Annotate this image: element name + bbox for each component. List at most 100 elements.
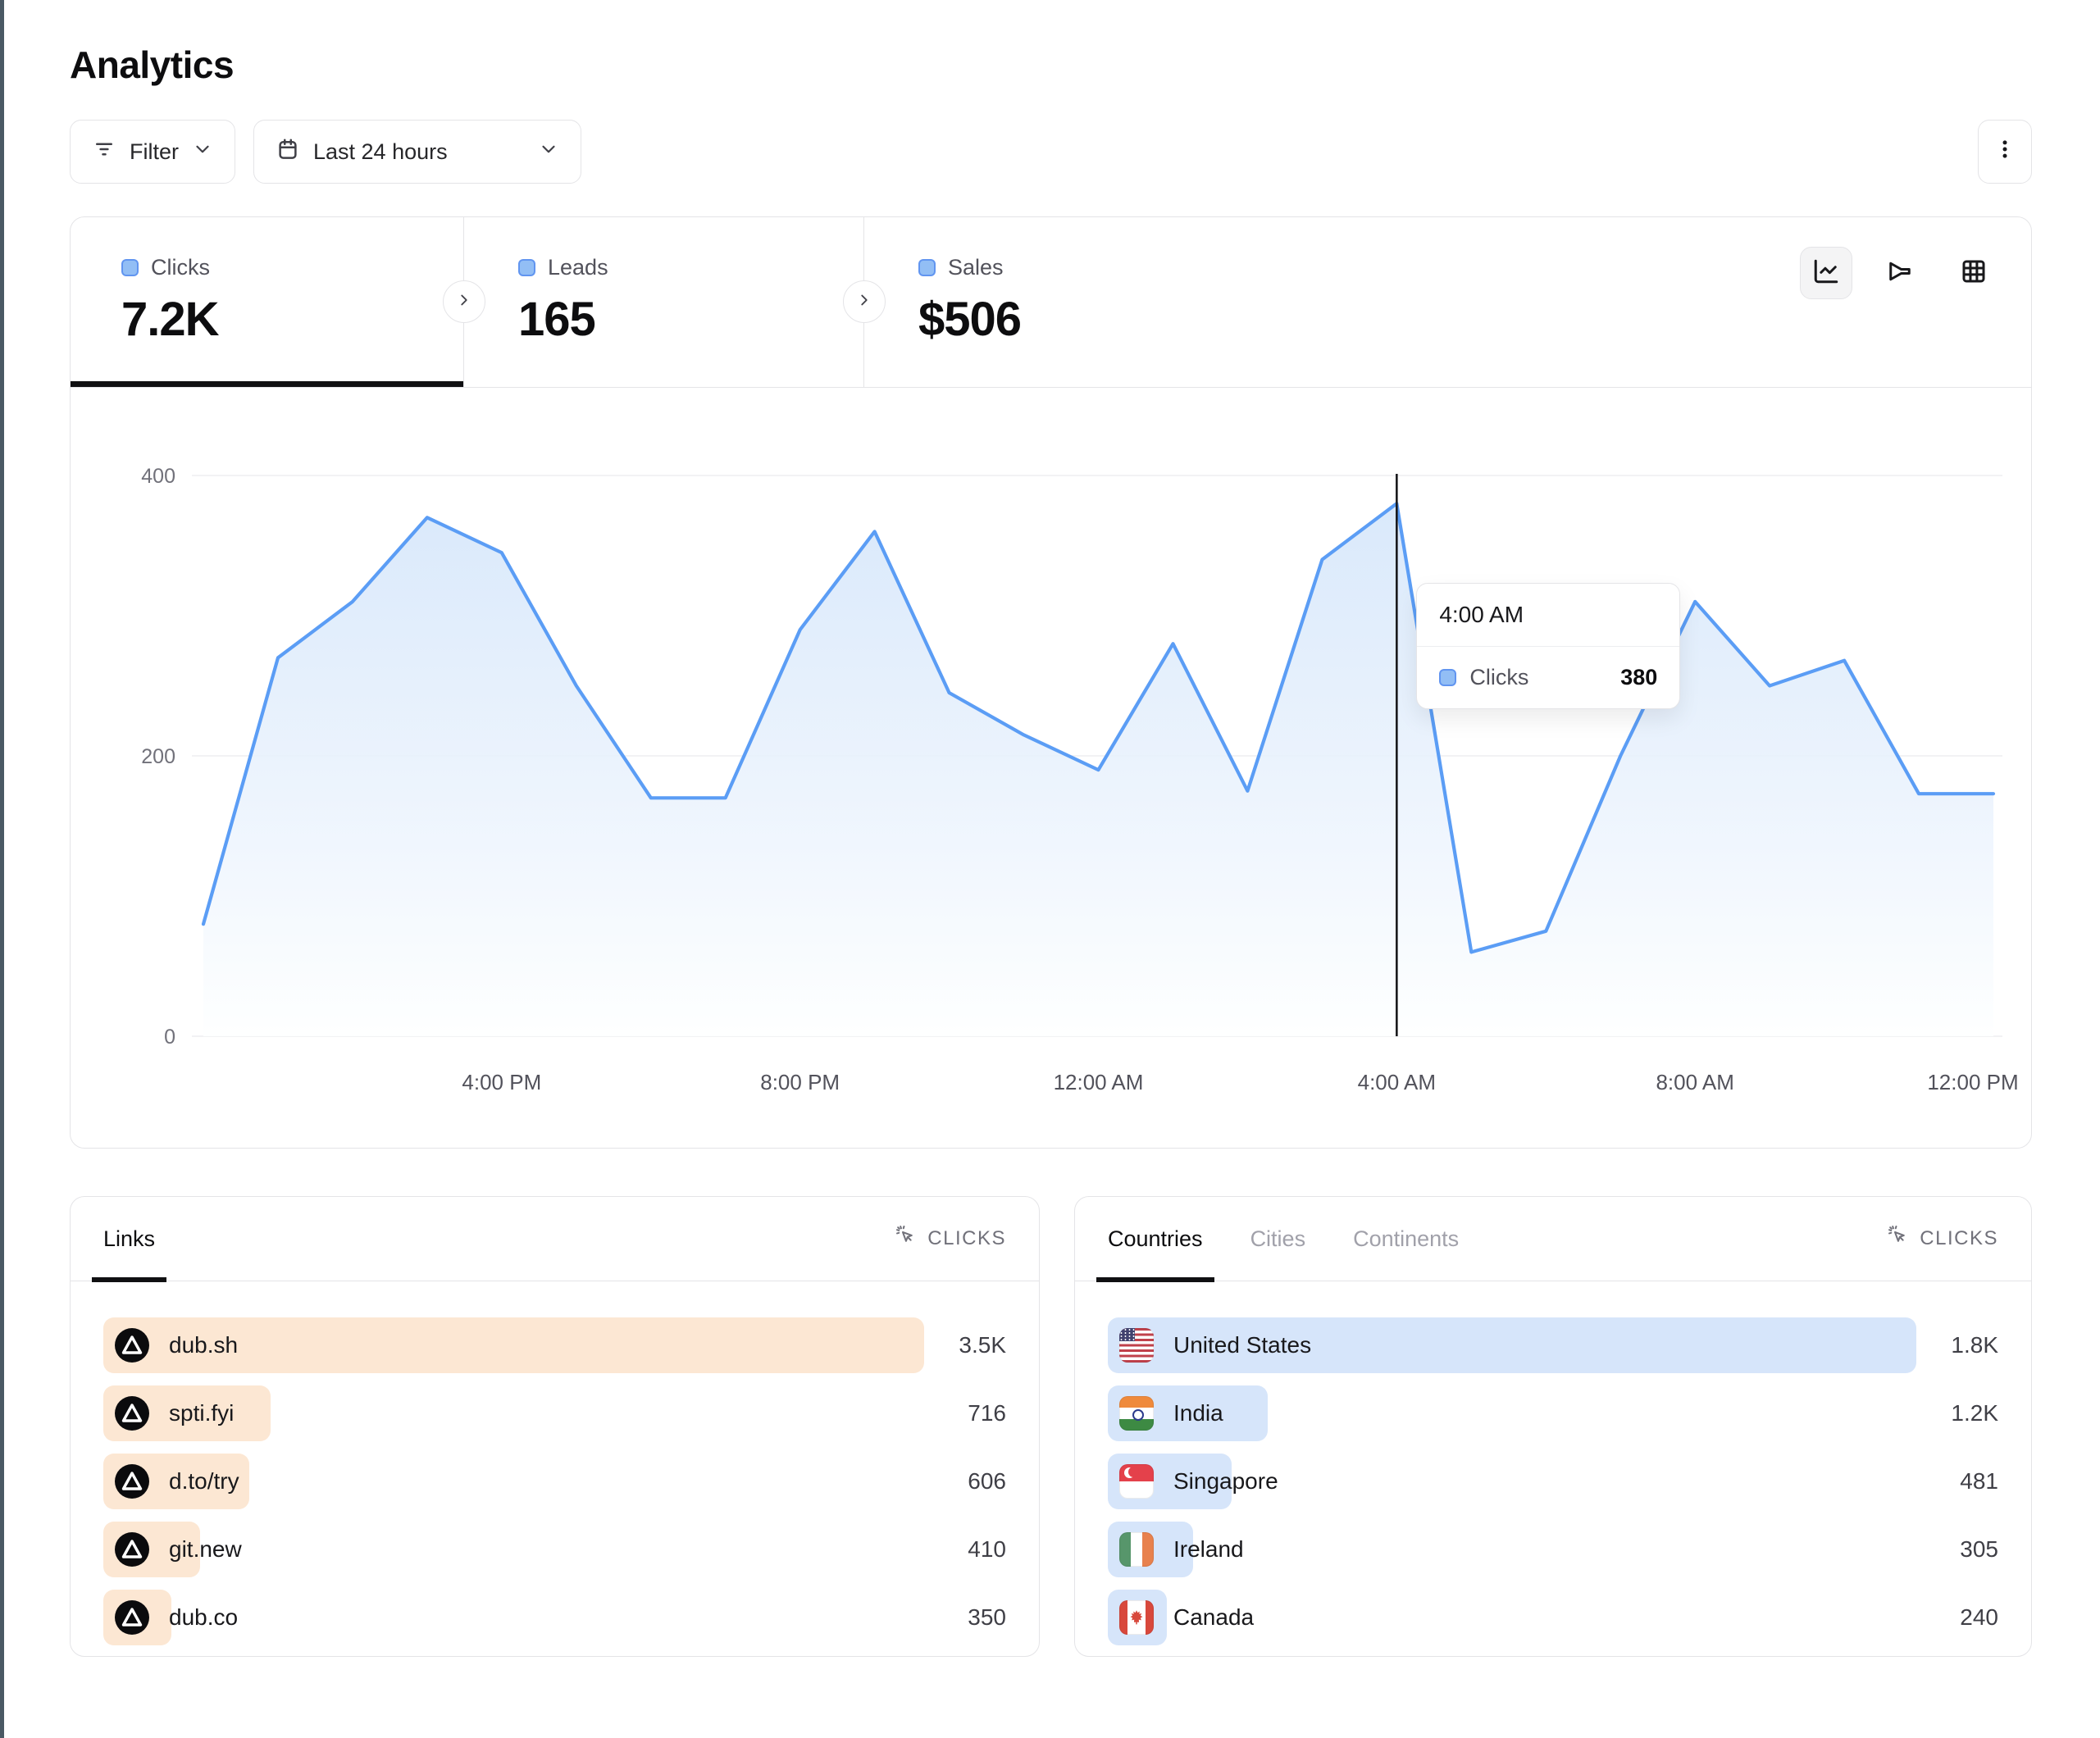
calendar-icon (276, 137, 300, 167)
chart-view-toolbar (1800, 247, 2000, 299)
table-grid-icon (1959, 257, 1988, 290)
funnel-chart-icon (1885, 257, 1915, 290)
x-axis-tick-label: 12:00 AM (1054, 1070, 1144, 1094)
link-row[interactable]: spti.fyi 716 (103, 1385, 1006, 1441)
row-label: United States (1173, 1332, 1312, 1358)
stat-expand-button[interactable] (843, 280, 886, 323)
countries-metric-selector[interactable]: CLICKS (1888, 1225, 1998, 1253)
tab-sales[interactable]: Sales $506 (864, 217, 2031, 387)
tab-countries-label: Countries (1108, 1226, 1203, 1251)
link-row[interactable]: git.new 410 (103, 1522, 1006, 1577)
row-label: dub.sh (169, 1332, 239, 1358)
row-value: 3.5K (959, 1332, 1006, 1358)
tab-cities[interactable]: Cities (1239, 1197, 1318, 1281)
bar-region (1108, 1385, 1916, 1441)
row-label: spti.fyi (169, 1400, 235, 1426)
tab-countries[interactable]: Countries (1096, 1197, 1214, 1282)
chart-tooltip: 4:00 AM Clicks 380 (1416, 583, 1681, 709)
tab-links-label: Links (103, 1226, 156, 1251)
row-value: 1.2K (1951, 1400, 1998, 1426)
breakdown-panels: Links CLICKS dub.sh 3.5K spti.fyi 716 d.to/t… (70, 1196, 2032, 1657)
row-main: d.to/try (103, 1464, 239, 1499)
tab-continents-label: Continents (1353, 1226, 1460, 1251)
tab-continents[interactable]: Continents (1342, 1197, 1470, 1281)
tab-links[interactable]: Links (92, 1197, 167, 1282)
links-metric-selector[interactable]: CLICKS (895, 1225, 1006, 1253)
usage-bar (103, 1317, 924, 1373)
filter-icon (92, 137, 116, 167)
flag-ca-icon (1119, 1600, 1154, 1635)
clicks-legend-swatch (121, 259, 139, 276)
row-label: Canada (1173, 1604, 1255, 1630)
country-row[interactable]: United States 1.8K (1108, 1317, 1998, 1373)
links-metric-label: CLICKS (927, 1227, 1006, 1249)
links-panel-header: Links CLICKS (71, 1197, 1039, 1282)
kebab-menu-icon (1993, 137, 2017, 167)
row-value: 240 (1960, 1604, 1998, 1630)
row-main: git.new (103, 1532, 242, 1567)
clicks-chart-region[interactable]: 0 200 400 4:00 PM 8:00 PM 12:00 AM 4:00 AM 8:00… (71, 388, 2031, 1148)
cursor-click-icon (895, 1225, 918, 1253)
clicks-area-chart[interactable]: 0 200 400 4:00 PM 8:00 PM 12:00 AM 4:00 AM 8:00… (71, 388, 2030, 1148)
row-value: 1.8K (1951, 1332, 1998, 1358)
filter-button[interactable]: Filter (70, 120, 235, 184)
flag-ie-icon (1119, 1532, 1154, 1567)
filter-button-label: Filter (130, 139, 179, 164)
link-row[interactable]: dub.co 350 (103, 1590, 1006, 1645)
countries-list: United States 1.8K India 1.2K Singapore 481 Ir… (1075, 1281, 2031, 1645)
x-axis-tick-label: 12:00 PM (1927, 1070, 2018, 1094)
countries-metric-label: CLICKS (1920, 1227, 1998, 1249)
tab-clicks[interactable]: Clicks 7.2K (71, 217, 464, 387)
link-row[interactable]: d.to/try 606 (103, 1454, 1006, 1509)
date-range-label: Last 24 hours (313, 139, 448, 164)
country-row[interactable]: Singapore 481 (1108, 1454, 1998, 1509)
chevron-right-icon (855, 291, 873, 313)
tooltip-value: 380 (1620, 665, 1658, 689)
country-row[interactable]: Canada 240 (1108, 1590, 1998, 1645)
dub-logo-icon (115, 1328, 149, 1363)
y-axis-tick-label: 400 (141, 465, 175, 488)
row-main: United States (1108, 1328, 1311, 1363)
chevron-right-icon (455, 291, 473, 313)
window-edge-strip (0, 0, 4, 1738)
dub-logo-icon (115, 1396, 149, 1431)
row-main: dub.sh (103, 1328, 238, 1363)
link-row[interactable]: dub.sh 3.5K (103, 1317, 1006, 1373)
dub-logo-icon (115, 1464, 149, 1499)
row-main: Ireland (1108, 1532, 1244, 1567)
row-main: Singapore (1108, 1464, 1278, 1499)
line-chart-view-button[interactable] (1800, 247, 1852, 299)
leads-value: 165 (518, 293, 596, 346)
x-axis-tick-label: 8:00 PM (760, 1070, 840, 1094)
countries-panel-header: Countries Cities Continents CLICKS (1075, 1197, 2031, 1282)
tab-leads[interactable]: Leads 165 (464, 217, 864, 387)
clicks-label: Clicks (151, 255, 210, 280)
tab-cities-label: Cities (1250, 1226, 1306, 1251)
tooltip-series-label: Clicks (1469, 665, 1529, 689)
more-menu-button[interactable] (1978, 120, 2032, 184)
y-axis-tick-label: 0 (164, 1026, 175, 1049)
bar-region (1108, 1317, 1916, 1373)
row-label: Ireland (1173, 1536, 1244, 1562)
cursor-click-icon (1888, 1225, 1910, 1253)
clicks-value: 7.2K (121, 293, 220, 346)
usage-bar (1108, 1317, 1916, 1373)
flag-us-icon (1119, 1328, 1154, 1363)
row-value: 606 (968, 1468, 1006, 1494)
country-row[interactable]: India 1.2K (1108, 1385, 1998, 1441)
leads-legend-swatch (518, 259, 535, 276)
chevron-down-icon (192, 139, 213, 166)
analytics-chart-card: Clicks 7.2K Leads 165 Sales $506 (70, 216, 2032, 1149)
row-label: dub.co (169, 1604, 239, 1630)
funnel-chart-view-button[interactable] (1874, 247, 1926, 299)
date-range-button[interactable]: Last 24 hours (253, 120, 581, 184)
sales-legend-swatch (918, 259, 936, 276)
stat-expand-button[interactable] (443, 280, 485, 323)
row-main: spti.fyi (103, 1396, 234, 1431)
toolbar: Filter Last 24 hours (70, 120, 2032, 184)
x-axis-tick-label: 4:00 AM (1358, 1070, 1436, 1094)
country-row[interactable]: Ireland 305 (1108, 1522, 1998, 1577)
row-label: d.to/try (169, 1468, 239, 1494)
table-view-button[interactable] (1947, 247, 2000, 299)
flag-sg-icon (1119, 1464, 1154, 1499)
